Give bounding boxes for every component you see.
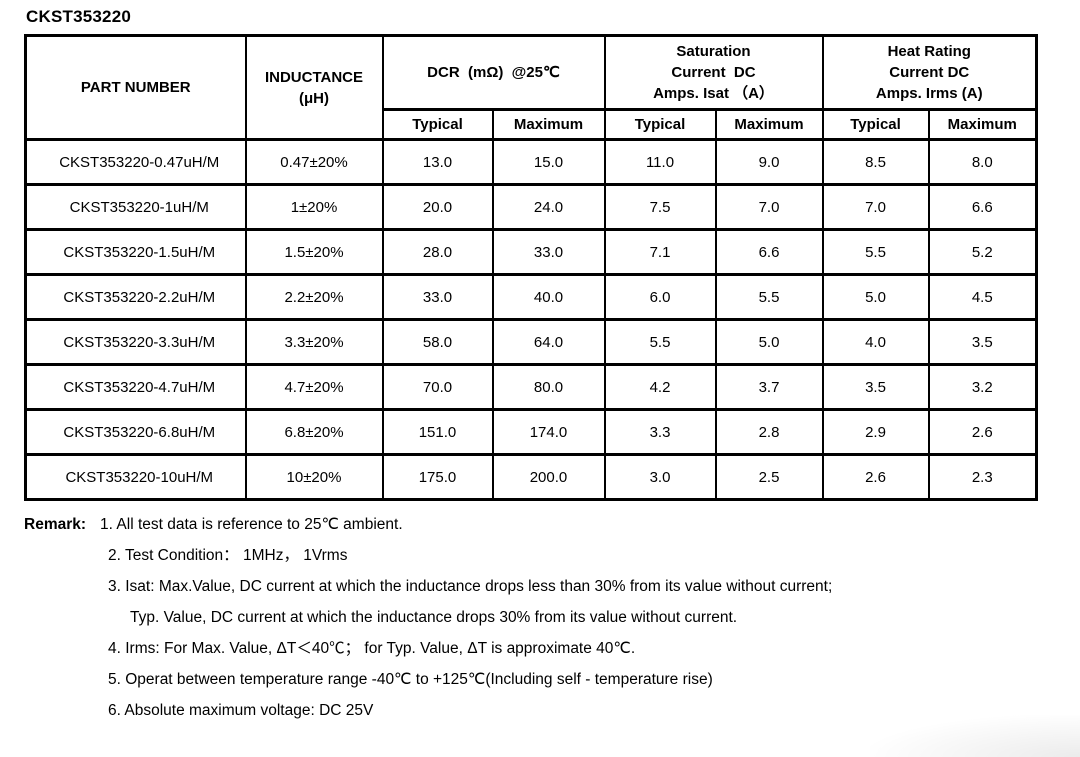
subheader-irms-maximum: Maximum bbox=[927, 108, 1038, 141]
value-cell: 24.0 bbox=[491, 183, 606, 231]
header-saturation-current: Saturation Current DC Amps. Isat （A） bbox=[603, 34, 824, 111]
value-cell: 6.6 bbox=[927, 183, 1038, 231]
value-cell: 2.9 bbox=[821, 408, 930, 456]
value-cell: 20.0 bbox=[381, 183, 494, 231]
part-number-cell: CKST353220-0.47uH/M bbox=[24, 138, 247, 186]
value-cell: 5.5 bbox=[714, 273, 824, 321]
value-cell: 0.47±20% bbox=[244, 138, 384, 186]
value-cell: 3.3 bbox=[603, 408, 717, 456]
value-cell: 5.2 bbox=[927, 228, 1038, 276]
subheader-isat-typical: Typical bbox=[603, 108, 717, 141]
table-row: CKST353220-1.5uH/M 1.5±20% 28.0 33.0 7.1 6.6 5… bbox=[24, 228, 1038, 276]
part-number-cell: CKST353220-6.8uH/M bbox=[24, 408, 247, 456]
table-row: CKST353220-6.8uH/M 6.8±20% 151.0 174.0 3.3 2.… bbox=[24, 408, 1038, 456]
value-cell: 13.0 bbox=[381, 138, 494, 186]
remark-label: Remark: bbox=[24, 516, 87, 533]
value-cell: 4.5 bbox=[927, 273, 1038, 321]
spec-table: PART NUMBER INDUCTANCE (μH) DCR (mΩ) @25… bbox=[24, 34, 1039, 501]
header-inductance: INDUCTANCE (μH) bbox=[244, 34, 384, 141]
value-cell: 8.0 bbox=[927, 138, 1038, 186]
remark-text: 1. All test data is reference to 25℃ amb… bbox=[100, 516, 403, 533]
value-cell: 151.0 bbox=[381, 408, 494, 456]
value-cell: 7.1 bbox=[603, 228, 717, 276]
value-cell: 40.0 bbox=[491, 273, 606, 321]
value-cell: 1.5±20% bbox=[244, 228, 384, 276]
value-cell: 33.0 bbox=[381, 273, 494, 321]
value-cell: 3.5 bbox=[927, 318, 1038, 366]
value-cell: 2.5 bbox=[714, 453, 824, 501]
part-number-cell: CKST353220-3.3uH/M bbox=[24, 318, 247, 366]
value-cell: 6.0 bbox=[603, 273, 717, 321]
value-cell: 10±20% bbox=[244, 453, 384, 501]
value-cell: 28.0 bbox=[381, 228, 494, 276]
header-dcr: DCR (mΩ) @25℃ bbox=[381, 34, 606, 111]
remark-line: 2. Test Condition： 1MHz， 1Vrms bbox=[108, 547, 348, 564]
table-row: CKST353220-3.3uH/M 3.3±20% 58.0 64.0 5.5 5.0 4… bbox=[24, 318, 1038, 366]
table-row: CKST353220-1uH/M 1±20% 20.0 24.0 7.5 7.0 7.0 6.… bbox=[24, 183, 1038, 231]
value-cell: 15.0 bbox=[491, 138, 606, 186]
value-cell: 5.5 bbox=[603, 318, 717, 366]
value-cell: 175.0 bbox=[381, 453, 494, 501]
value-cell: 64.0 bbox=[491, 318, 606, 366]
value-cell: 3.5 bbox=[821, 363, 930, 411]
header-heat-rating-current: Heat Rating Current DC Amps. Irms (A) bbox=[821, 34, 1038, 111]
value-cell: 1±20% bbox=[244, 183, 384, 231]
value-cell: 5.0 bbox=[714, 318, 824, 366]
value-cell: 6.8±20% bbox=[244, 408, 384, 456]
part-number-cell: CKST353220-4.7uH/M bbox=[24, 363, 247, 411]
value-cell: 58.0 bbox=[381, 318, 494, 366]
value-cell: 11.0 bbox=[603, 138, 717, 186]
value-cell: 9.0 bbox=[714, 138, 824, 186]
table-row: CKST353220-2.2uH/M 2.2±20% 33.0 40.0 6.0 5.5 5… bbox=[24, 273, 1038, 321]
table-row: CKST353220-0.47uH/M 0.47±20% 13.0 15.0 11.0 9… bbox=[24, 138, 1038, 186]
value-cell: 7.0 bbox=[714, 183, 824, 231]
value-cell: 174.0 bbox=[491, 408, 606, 456]
value-cell: 3.0 bbox=[603, 453, 717, 501]
part-number-cell: CKST353220-1.5uH/M bbox=[24, 228, 247, 276]
value-cell: 7.5 bbox=[603, 183, 717, 231]
subheader-dcr-maximum: Maximum bbox=[491, 108, 606, 141]
value-cell: 80.0 bbox=[491, 363, 606, 411]
part-number-cell: CKST353220-1uH/M bbox=[24, 183, 247, 231]
remarks-section: Remark: 1. All test data is reference to … bbox=[24, 509, 1080, 726]
value-cell: 4.2 bbox=[603, 363, 717, 411]
value-cell: 33.0 bbox=[491, 228, 606, 276]
value-cell: 6.6 bbox=[714, 228, 824, 276]
value-cell: 4.7±20% bbox=[244, 363, 384, 411]
remark-line: 5. Operat between temperature range -40℃… bbox=[108, 671, 713, 688]
value-cell: 2.6 bbox=[821, 453, 930, 501]
value-cell: 3.3±20% bbox=[244, 318, 384, 366]
subheader-isat-maximum: Maximum bbox=[714, 108, 824, 141]
subheader-dcr-typical: Typical bbox=[381, 108, 494, 141]
value-cell: 3.2 bbox=[927, 363, 1038, 411]
header-part-number: PART NUMBER bbox=[24, 34, 247, 141]
value-cell: 2.2±20% bbox=[244, 273, 384, 321]
remark-line: Typ. Value, DC current at which the indu… bbox=[130, 609, 738, 626]
remark-line: 4. Irms: For Max. Value, ΔT＜40℃； for Typ… bbox=[108, 640, 636, 657]
remark-line: Remark: 1. All test data is reference to … bbox=[24, 509, 1080, 540]
remark-line: 6. Absolute maximum voltage: DC 25V bbox=[108, 702, 374, 719]
subheader-irms-typical: Typical bbox=[821, 108, 930, 141]
value-cell: 200.0 bbox=[491, 453, 606, 501]
value-cell: 3.7 bbox=[714, 363, 824, 411]
value-cell: 4.0 bbox=[821, 318, 930, 366]
header-group-row: PART NUMBER INDUCTANCE (μH) DCR (mΩ) @25… bbox=[24, 34, 1038, 141]
value-cell: 7.0 bbox=[821, 183, 930, 231]
part-number-cell: CKST353220-10uH/M bbox=[24, 453, 247, 501]
remark-line: 3. Isat: Max.Value, DC current at which … bbox=[108, 578, 833, 595]
value-cell: 8.5 bbox=[821, 138, 930, 186]
page-title: CKST353220 bbox=[26, 7, 132, 26]
value-cell: 70.0 bbox=[381, 363, 494, 411]
table-row: CKST353220-4.7uH/M 4.7±20% 70.0 80.0 4.2 3.7 3… bbox=[24, 363, 1038, 411]
value-cell: 2.8 bbox=[714, 408, 824, 456]
value-cell: 2.6 bbox=[927, 408, 1038, 456]
value-cell: 2.3 bbox=[927, 453, 1038, 501]
part-number-cell: CKST353220-2.2uH/M bbox=[24, 273, 247, 321]
value-cell: 5.0 bbox=[821, 273, 930, 321]
table-row: CKST353220-10uH/M 10±20% 175.0 200.0 3.0 2.5 2… bbox=[24, 453, 1038, 501]
header-sub-row: Typical Maximum Typical Maximum Typical … bbox=[26, 108, 1038, 141]
value-cell: 5.5 bbox=[821, 228, 930, 276]
